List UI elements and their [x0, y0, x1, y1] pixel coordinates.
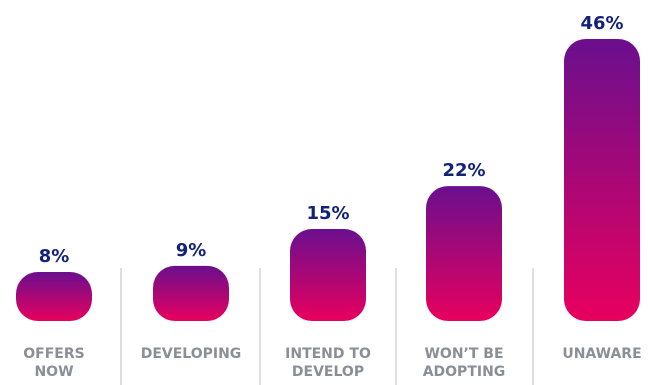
bar-4 — [564, 39, 640, 321]
value-label-3: 22% — [442, 160, 485, 181]
bars — [16, 39, 640, 321]
category-label-1: DEVELOPING — [141, 346, 242, 362]
category-label-0: OFFERS NOW — [23, 346, 84, 380]
value-label-0: 8% — [39, 246, 70, 267]
value-label-1: 9% — [176, 240, 207, 261]
bar-3 — [426, 186, 502, 321]
value-labels: 8% 9% 15% 22% 46% — [39, 13, 624, 267]
value-label-2: 15% — [306, 203, 349, 224]
value-label-4: 46% — [580, 13, 623, 34]
bar-1 — [153, 265, 229, 321]
column-dividers — [120, 268, 534, 385]
category-label-4: UNAWARE — [562, 346, 641, 362]
bar-0 — [16, 271, 92, 321]
category-labels: OFFERS NOW DEVELOPING INTEND TO DEVELOP WON’T… — [23, 346, 641, 380]
bar-2 — [290, 229, 366, 321]
category-label-2: INTEND TO DEVELOP — [285, 346, 371, 380]
category-label-3: WON’T BE ADOPTING — [423, 346, 506, 380]
